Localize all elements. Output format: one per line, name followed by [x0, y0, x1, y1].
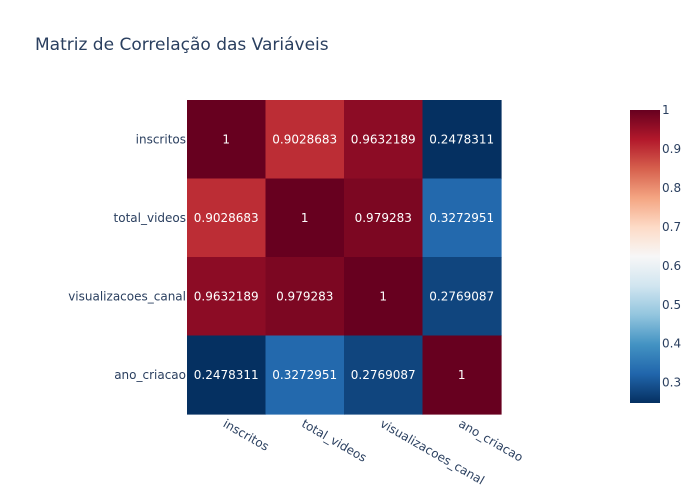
heatmap-cell-label: 0.9028683 — [194, 211, 259, 225]
colorbar-tick-label: 0.7 — [662, 220, 681, 234]
heatmap-cell — [422, 257, 502, 337]
colorbar: 0.3 0.4 0.5 0.6 0.7 0.8 0.9 1 — [630, 103, 681, 403]
heatmap-cell-label: 0.2478311 — [429, 132, 494, 146]
heatmap-cell-label: 0.9632189 — [194, 289, 259, 303]
x-tick-label: ano_criacao — [456, 416, 525, 464]
colorbar-ticks: 0.3 0.4 0.5 0.6 0.7 0.8 0.9 1 — [662, 103, 681, 390]
heatmap-cell-label: 0.2478311 — [194, 368, 259, 382]
x-tick-label: inscritos — [221, 416, 272, 453]
colorbar-tick-label: 0.6 — [662, 259, 681, 273]
heatmap-cell — [265, 100, 345, 180]
heatmap-cell — [265, 178, 345, 258]
colorbar-tick-label: 0.9 — [662, 142, 681, 156]
heatmap-cell-label: 0.9632189 — [351, 132, 416, 146]
heatmap-cell — [187, 257, 267, 337]
heatmap-cell-label: 0.3272951 — [429, 211, 494, 225]
colorbar-gradient — [630, 110, 660, 403]
y-tick-label: visualizacoes_canal — [68, 289, 186, 303]
x-axis-ticks: inscritos total_videos visualizacoes_canal… — [221, 416, 526, 487]
colorbar-tick-label: 1 — [662, 103, 670, 117]
heatmap-cell-label: 1 — [379, 289, 387, 303]
heatmap-cell-label: 1 — [458, 368, 466, 382]
heatmap-cell — [187, 178, 267, 258]
colorbar-tick-label: 0.4 — [662, 337, 681, 351]
colorbar-tick-label: 0.3 — [662, 376, 681, 390]
heatmap-cell-label: 0.9028683 — [272, 132, 337, 146]
heatmap-cell-label: 1 — [301, 211, 309, 225]
heatmap-cell-label: 0.3272951 — [272, 368, 337, 382]
x-tick-label: total_videos — [299, 416, 369, 464]
heatmap-cell — [344, 178, 424, 258]
y-tick-label: ano_criacao — [114, 368, 186, 382]
heatmap-cell-label: 0.979283 — [276, 289, 333, 303]
chart-title: Matriz de Correlação das Variáveis — [35, 35, 329, 55]
heatmap-cell — [187, 100, 267, 180]
heatmap-cell — [187, 335, 267, 415]
heatmap-cell — [344, 335, 424, 415]
heatmap-cell — [422, 100, 502, 180]
y-tick-label: total_videos — [114, 211, 186, 225]
heatmap-cell — [344, 100, 424, 180]
heatmap-cell — [422, 335, 502, 415]
y-axis-ticks: inscritos total_videos visualizacoes_canal… — [68, 132, 186, 382]
heatmap-cell — [422, 178, 502, 258]
heatmap-cell — [265, 257, 345, 337]
heatmap-cell-label: 0.979283 — [355, 211, 412, 225]
colorbar-tick-label: 0.5 — [662, 298, 681, 312]
heatmap-cell — [344, 257, 424, 337]
heatmap-cell-label: 0.2769087 — [351, 368, 416, 382]
heatmap-cell-label: 0.2769087 — [429, 289, 494, 303]
heatmap-cells: 1 0.9028683 0.9632189 0.2478311 0.9028683 1 0.… — [187, 100, 502, 415]
heatmap-cell — [265, 335, 345, 415]
colorbar-tick-label: 0.8 — [662, 181, 681, 195]
y-tick-label: inscritos — [136, 132, 186, 146]
heatmap-cell-label: 1 — [222, 132, 230, 146]
